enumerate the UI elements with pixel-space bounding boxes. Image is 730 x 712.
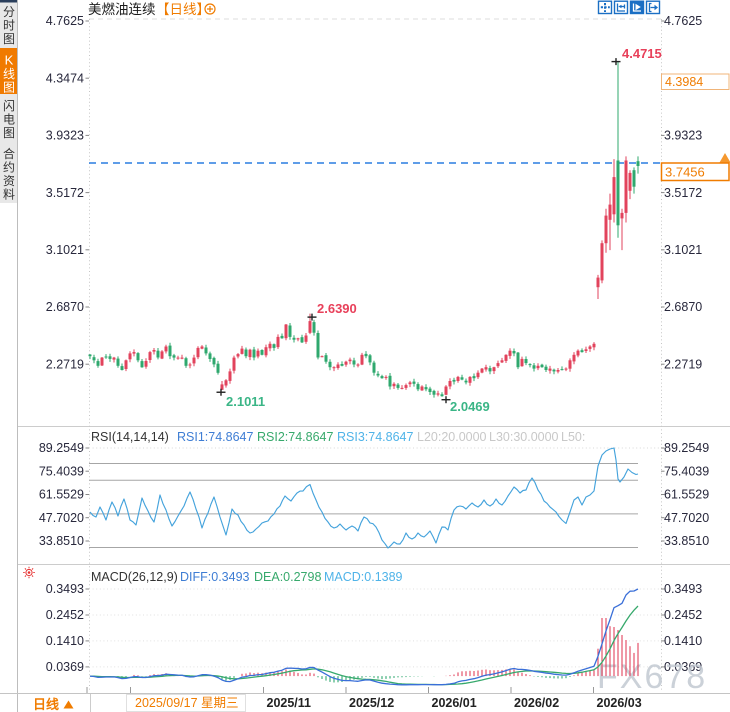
svg-text:L20:20.0000: L20:20.0000 [417,430,487,444]
svg-text:33.8510: 33.8510 [664,534,709,548]
svg-text:MACD(26,12,9): MACD(26,12,9) [91,570,178,584]
svg-text:4.4715: 4.4715 [622,46,662,61]
svg-text:3.5172: 3.5172 [46,186,84,200]
svg-text:0.2452: 0.2452 [46,608,84,622]
svg-text:0.1410: 0.1410 [46,634,84,648]
svg-text:MACD:0.1389: MACD:0.1389 [324,570,403,584]
svg-text:闪: 闪 [3,99,15,113]
svg-text:4.7625: 4.7625 [664,14,702,28]
svg-text:2.2719: 2.2719 [46,357,84,371]
svg-text:2025/12: 2025/12 [349,696,394,710]
svg-text:75.4039: 75.4039 [664,464,709,478]
svg-text:资: 资 [3,174,15,188]
svg-text:2026/01: 2026/01 [432,696,477,710]
svg-text:0.3493: 0.3493 [46,582,84,596]
svg-text:L30:30.0000: L30:30.0000 [489,430,559,444]
svg-text:0.1410: 0.1410 [664,634,702,648]
svg-text:0.2452: 0.2452 [664,608,702,622]
svg-text:料: 料 [3,188,15,202]
svg-text:2025/11: 2025/11 [267,696,312,710]
svg-text:RSI1:74.8647: RSI1:74.8647 [177,430,253,444]
svg-text:3.1021: 3.1021 [664,243,702,257]
svg-text:RSI3:74.8647: RSI3:74.8647 [337,430,413,444]
svg-text:2026/02: 2026/02 [514,696,559,710]
svg-text:3.9323: 3.9323 [46,129,84,143]
svg-text:图: 图 [3,32,15,46]
svg-text:2.6870: 2.6870 [664,300,702,314]
svg-text:89.2549: 89.2549 [664,441,709,455]
svg-text:【日线】: 【日线】 [156,2,210,17]
svg-text:2025/09/17 星期三: 2025/09/17 星期三 [135,696,239,710]
svg-text:合: 合 [3,146,15,161]
svg-text:4.3984: 4.3984 [665,75,703,89]
svg-text:2.2719: 2.2719 [664,357,702,371]
svg-text:图: 图 [3,126,15,140]
svg-text:47.7020: 47.7020 [664,511,709,525]
svg-text:3.9323: 3.9323 [664,129,702,143]
svg-text:RSI(14,14,14): RSI(14,14,14) [91,430,169,444]
svg-text:时: 时 [3,19,15,33]
svg-text:0.3493: 0.3493 [664,582,702,596]
svg-text:3.1021: 3.1021 [46,243,84,257]
svg-text:美燃油连续: 美燃油连续 [88,1,156,17]
svg-text:0.0369: 0.0369 [664,660,702,674]
svg-text:2.0469: 2.0469 [450,399,490,414]
svg-text:2.6390: 2.6390 [317,301,357,316]
svg-text:2.1011: 2.1011 [226,394,265,409]
svg-text:33.8510: 33.8510 [39,534,84,548]
svg-text:线: 线 [3,67,15,81]
svg-text:2026/03: 2026/03 [597,696,642,710]
svg-text:61.5529: 61.5529 [39,488,84,502]
svg-text:L50:: L50: [561,430,585,444]
svg-text:约: 约 [3,160,15,175]
svg-text:47.7020: 47.7020 [39,511,84,525]
svg-text:DEA:0.2798: DEA:0.2798 [254,570,321,584]
svg-text:61.5529: 61.5529 [664,488,709,502]
svg-text:3.7456: 3.7456 [665,165,705,180]
svg-text:日线: 日线 [33,697,59,712]
svg-text:RSI2:74.8647: RSI2:74.8647 [257,430,333,444]
svg-text:89.2549: 89.2549 [39,441,84,455]
svg-text:DIFF:0.3493: DIFF:0.3493 [180,570,250,584]
svg-text:图: 图 [3,81,15,95]
svg-text:分: 分 [3,5,15,19]
svg-text:75.4039: 75.4039 [39,464,84,478]
svg-text:电: 电 [3,113,15,127]
svg-text:3.5172: 3.5172 [664,186,702,200]
svg-text:0.0369: 0.0369 [46,660,84,674]
svg-text:2.6870: 2.6870 [46,300,84,314]
svg-text:K: K [5,53,14,68]
svg-text:4.7625: 4.7625 [46,14,84,28]
svg-text:FX678: FX678 [597,658,707,696]
svg-text:4.3474: 4.3474 [46,71,84,85]
